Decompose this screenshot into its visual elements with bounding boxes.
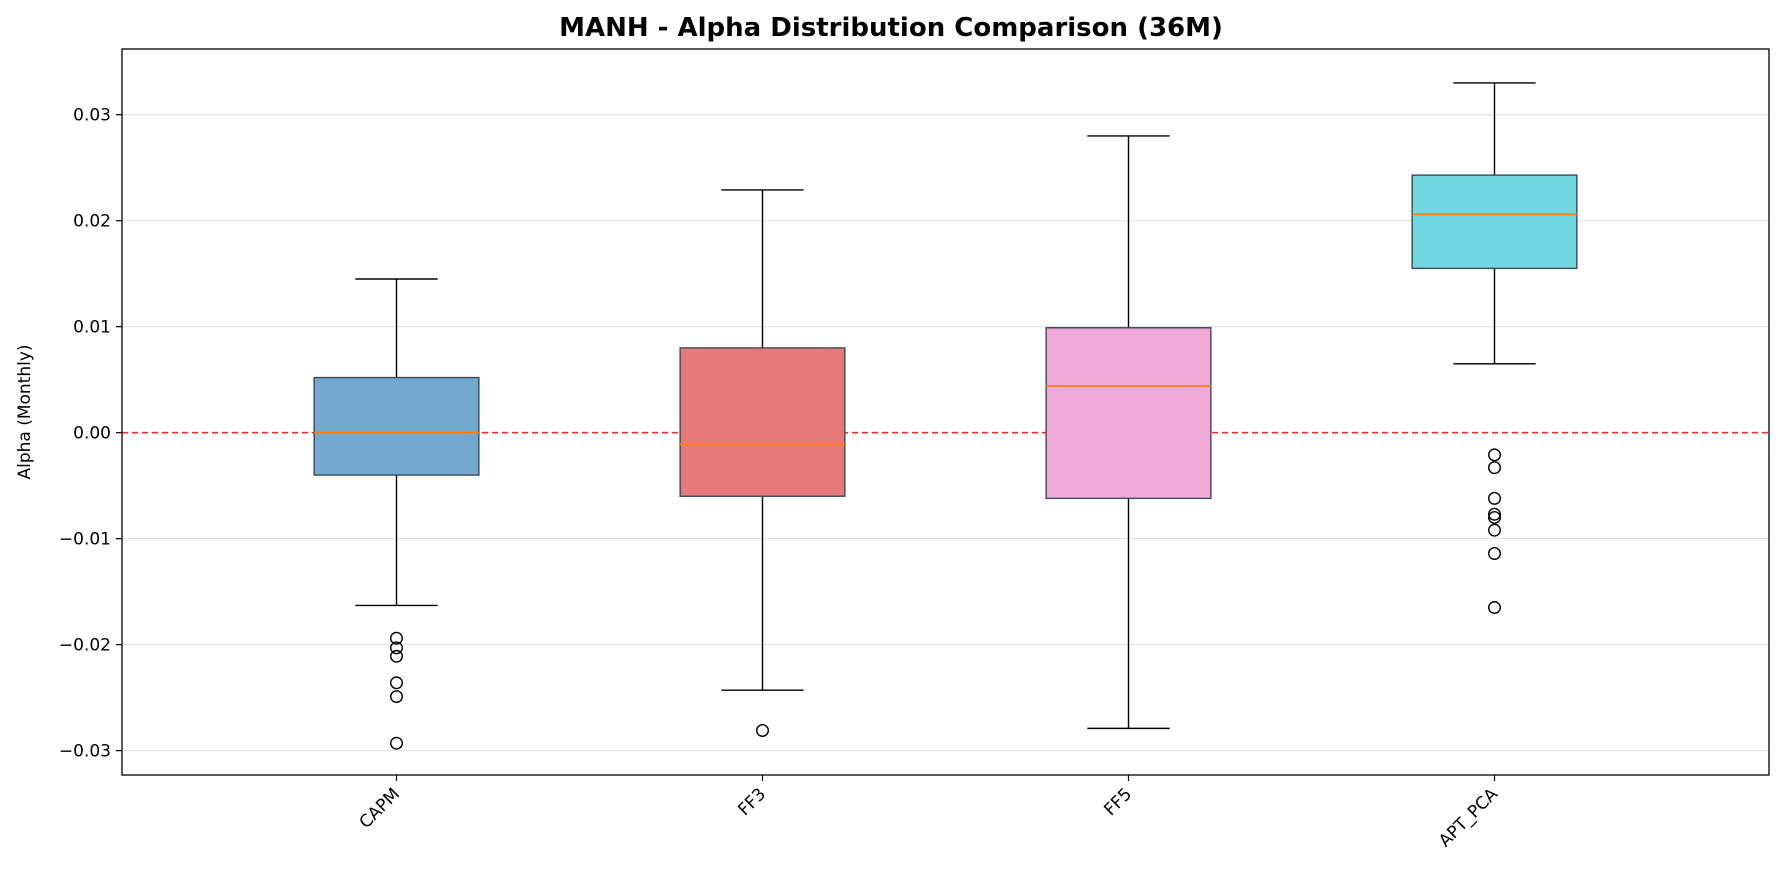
- outlier-point: [1487, 461, 1501, 475]
- chart-title: MANH - Alpha Distribution Comparison (36…: [559, 13, 1223, 43]
- iqr-box: [1045, 327, 1212, 500]
- outlier-point: [756, 723, 770, 737]
- iqr-box: [313, 376, 480, 476]
- outlier-point: [390, 736, 404, 750]
- y-tick-label: −0.01: [59, 530, 111, 550]
- iqr-box: [679, 347, 846, 497]
- outlier-point: [1487, 546, 1501, 560]
- plot-frame: [121, 48, 1770, 776]
- y-tick-label: 0.03: [73, 106, 111, 126]
- outlier-point: [1487, 601, 1501, 615]
- x-tick-label: CAPM: [356, 784, 404, 832]
- outlier-point: [390, 676, 404, 690]
- outlier-point: [1487, 491, 1501, 505]
- box-ff5: [1045, 135, 1212, 730]
- y-axis-label: Alpha (Monthly): [15, 344, 35, 479]
- x-axis: CAPM FF3 FF5 APT_PCA: [356, 775, 1502, 851]
- y-tick-label: −0.03: [59, 742, 111, 762]
- y-tick-label: 0.00: [73, 424, 111, 444]
- outlier-point: [390, 649, 404, 663]
- x-tick-label: FF3: [734, 784, 770, 820]
- box-layer: [313, 82, 1578, 750]
- y-axis: 0.03 0.02 0.01 0.00 −0.01 −0.02 −0.03: [59, 106, 122, 762]
- y-tick-label: −0.02: [59, 636, 111, 656]
- outlier-point: [1487, 510, 1501, 524]
- x-tick-label: FF5: [1100, 784, 1136, 820]
- box-ff3: [679, 189, 846, 737]
- box-apt-pca: [1411, 82, 1578, 615]
- y-tick-label: 0.02: [73, 212, 111, 232]
- outlier-point: [390, 631, 404, 645]
- outlier-point: [390, 690, 404, 704]
- outlier-point: [1487, 448, 1501, 462]
- outlier-point: [390, 641, 404, 655]
- outlier-point: [1487, 507, 1501, 521]
- y-tick-label: 0.01: [73, 318, 111, 338]
- iqr-box: [1411, 174, 1578, 270]
- outlier-point: [1487, 523, 1501, 537]
- x-tick-label: APT_PCA: [1435, 784, 1502, 851]
- box-capm: [313, 278, 480, 750]
